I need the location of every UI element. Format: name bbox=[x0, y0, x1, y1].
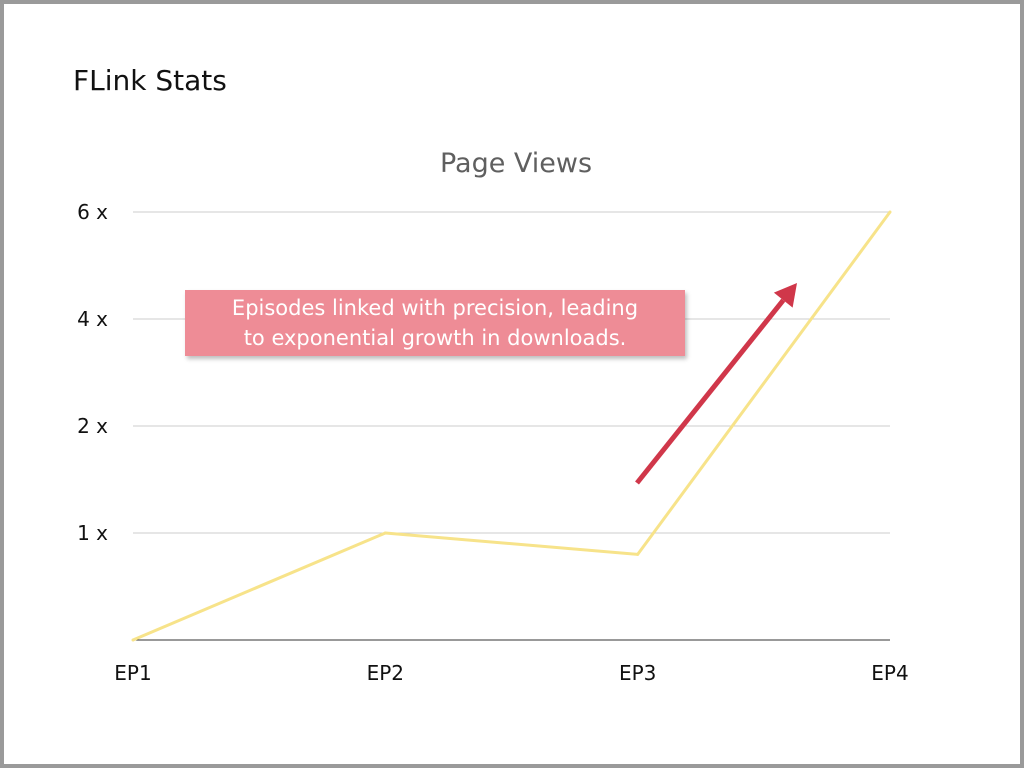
series-line bbox=[132, 211, 892, 642]
annotation-callout: Episodes linked with precision, leading … bbox=[185, 290, 685, 356]
x-tick-label: EP4 bbox=[871, 661, 908, 685]
x-tick-labels: EP1 EP2 EP3 EP4 bbox=[114, 661, 908, 685]
y-tick-label: 2 x bbox=[77, 414, 108, 438]
annotation-line-1: Episodes linked with precision, leading bbox=[231, 296, 639, 320]
gridlines bbox=[133, 211, 890, 641]
y-tick-label: 6 x bbox=[77, 200, 108, 224]
slide-title: FLink Stats bbox=[73, 64, 227, 97]
arrow-shaft bbox=[635, 298, 786, 485]
x-tick-label: EP3 bbox=[619, 661, 656, 685]
chart-title: Page Views bbox=[439, 148, 593, 179]
series bbox=[131, 210, 892, 642]
annotation-line-2: to exponential growth in downloads. bbox=[243, 326, 627, 350]
data-point bbox=[888, 210, 892, 214]
data-point bbox=[131, 638, 135, 642]
arrow-head bbox=[773, 283, 797, 308]
y-tick-label: 1 x bbox=[77, 521, 108, 545]
x-tick-label: EP2 bbox=[367, 661, 404, 685]
x-tick-label: EP1 bbox=[114, 661, 151, 685]
y-tick-label: 4 x bbox=[77, 307, 108, 331]
data-point bbox=[383, 531, 387, 535]
data-point bbox=[636, 552, 640, 556]
line-chart: 1 x 2 x 4 x 6 x EP1 EP2 EP3 EP4 bbox=[77, 200, 909, 685]
y-tick-labels: 1 x 2 x 4 x 6 x bbox=[77, 200, 108, 545]
trend-arrow bbox=[635, 283, 797, 485]
